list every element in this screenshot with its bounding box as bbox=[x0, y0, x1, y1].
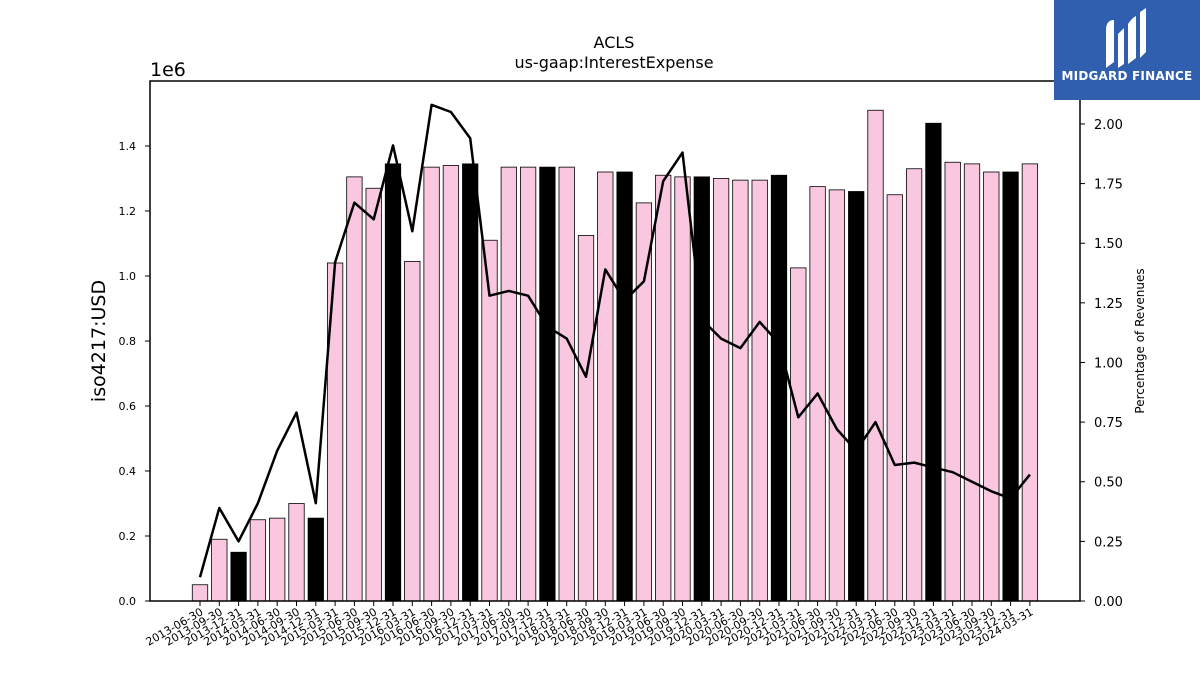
logo-text: MIDGARD FINANCE bbox=[1061, 69, 1193, 83]
bar-2014-03-31 bbox=[249, 519, 267, 602]
bar-2020-09-30 bbox=[751, 179, 768, 602]
bar-2022-09-30 bbox=[905, 168, 923, 602]
bar-2021-03-31 bbox=[790, 267, 807, 602]
bar-2020-03-31 bbox=[712, 178, 730, 602]
bar-2014-09-30 bbox=[288, 503, 305, 602]
bar-2015-06-30 bbox=[346, 176, 363, 602]
y-tick-label: 0.0 bbox=[119, 595, 137, 608]
y-tick-label: 1.2 bbox=[119, 205, 137, 218]
bar-2015-12-31 bbox=[384, 163, 402, 602]
y2-tick-label: 2.00 bbox=[1094, 118, 1123, 133]
bar-2013-12-31 bbox=[230, 551, 247, 602]
y-tick-label: 0.8 bbox=[119, 335, 137, 348]
y2-tick-label: 0.00 bbox=[1094, 595, 1123, 610]
y2-tick-label: 0.25 bbox=[1094, 535, 1123, 550]
bar-2022-06-30 bbox=[886, 194, 903, 602]
chart-title: ACLS bbox=[594, 33, 635, 52]
y-tick-label: 0.6 bbox=[119, 400, 137, 413]
bar-2021-12-31 bbox=[848, 191, 865, 602]
bar-2016-09-30 bbox=[442, 165, 460, 602]
bar-2014-06-30 bbox=[269, 517, 286, 602]
y2-tick-label: 1.25 bbox=[1094, 297, 1123, 312]
bar-2019-03-31 bbox=[635, 202, 653, 602]
y2-axis-label: Percentage of Revenues bbox=[1133, 268, 1147, 413]
bar-2021-09-30 bbox=[828, 189, 846, 602]
bar-2023-03-31 bbox=[944, 161, 961, 602]
y-axis-label: iso4217:USD bbox=[88, 280, 110, 402]
y2-tick-label: 0.50 bbox=[1094, 476, 1123, 491]
bar-2019-06-30 bbox=[655, 174, 672, 602]
bar-2017-09-30 bbox=[519, 166, 537, 602]
line-group bbox=[198, 103, 1031, 578]
bar-2014-12-31 bbox=[307, 517, 324, 602]
bar-2013-09-30 bbox=[211, 538, 228, 602]
logo-badge: MIDGARD FINANCE bbox=[1054, 0, 1200, 100]
bar-2015-03-31 bbox=[326, 262, 344, 602]
bar-2022-03-31 bbox=[867, 109, 884, 602]
y-offset-label: 1e6 bbox=[150, 59, 186, 81]
y-tick-label: 0.2 bbox=[119, 530, 137, 543]
bar-2016-03-31 bbox=[404, 260, 421, 602]
bar-2016-06-30 bbox=[423, 166, 440, 602]
chart-subtitle: us-gaap:InterestExpense bbox=[514, 53, 713, 72]
bar-2019-12-31 bbox=[693, 176, 710, 602]
y2-tick-label: 0.75 bbox=[1094, 416, 1123, 431]
bar-2017-12-31 bbox=[539, 166, 556, 602]
bar-2018-06-30 bbox=[577, 234, 595, 602]
bar-2024-03-31 bbox=[1021, 163, 1039, 602]
bar-2020-12-31 bbox=[770, 174, 788, 602]
bar-2023-09-30 bbox=[983, 171, 1000, 602]
bar-2013-06-30 bbox=[191, 584, 209, 602]
bar-2023-06-30 bbox=[963, 163, 981, 602]
y-tick-label: 1.4 bbox=[119, 140, 137, 153]
y-tick-label: 1.0 bbox=[119, 270, 137, 283]
bar-2015-09-30 bbox=[365, 187, 382, 602]
bar-2016-12-31 bbox=[462, 163, 479, 602]
bar-2023-12-31 bbox=[1002, 171, 1019, 602]
bar-2018-09-30 bbox=[597, 171, 614, 602]
revenue-percentage-line bbox=[198, 103, 1031, 578]
midgard-logo-icon bbox=[1106, 8, 1146, 68]
bar-2018-03-31 bbox=[558, 166, 575, 602]
bar-2022-12-31 bbox=[925, 122, 942, 602]
y2-tick-label: 1.00 bbox=[1094, 356, 1123, 371]
bar-2019-09-30 bbox=[674, 176, 691, 602]
y-tick-label: 0.4 bbox=[119, 465, 137, 478]
bar-2020-06-30 bbox=[732, 179, 749, 602]
bars-group bbox=[191, 109, 1039, 602]
y2-tick-label: 1.75 bbox=[1094, 178, 1123, 193]
y2-tick-label: 1.50 bbox=[1094, 237, 1123, 252]
bar-2018-12-31 bbox=[616, 171, 633, 602]
bar-2017-06-30 bbox=[500, 166, 517, 602]
